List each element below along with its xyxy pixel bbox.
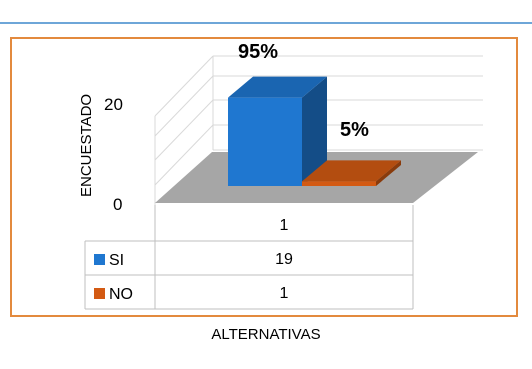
x-axis-label: ALTERNATIVAS — [211, 326, 321, 343]
table-cell-si-value: 19 — [275, 251, 293, 268]
legend-key-si — [94, 254, 105, 265]
bar-no-side — [376, 160, 401, 186]
bar-no-front — [302, 181, 376, 186]
data-label-si: 95% — [238, 41, 278, 63]
bar-si-top — [228, 76, 327, 98]
bars-group — [228, 76, 401, 186]
data-table — [84, 205, 414, 310]
legend-key-no — [94, 288, 105, 299]
bar-no-top — [302, 160, 401, 182]
bar-si-front — [228, 97, 302, 186]
table-cell-no-value: 1 — [280, 285, 289, 302]
header-rule — [0, 0, 532, 24]
ytick-label-0: 0 — [113, 195, 122, 214]
bar-si-side — [302, 76, 327, 186]
y-axis-label: ENCUESTADO — [78, 94, 95, 197]
table-header-category: 1 — [280, 217, 289, 234]
ytick-label-20: 20 — [104, 95, 123, 114]
data-label-no: 5% — [340, 119, 369, 141]
legend-label-no: NO — [109, 286, 133, 303]
legend-label-si: SI — [109, 252, 124, 269]
